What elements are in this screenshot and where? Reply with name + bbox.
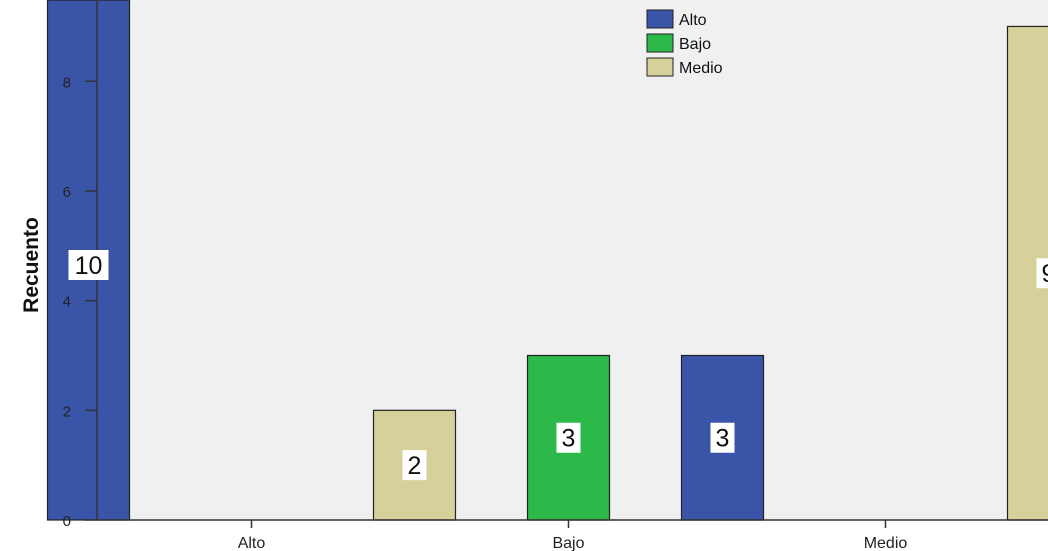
y-tick-label: 4 [63, 294, 71, 311]
y-tick-label: 6 [63, 184, 71, 201]
legend-swatch-medio [646, 57, 674, 77]
y-tick-label: 0 [63, 513, 71, 530]
data-labels-group: 10 2 3 3 9 [68, 250, 1048, 481]
data-label-box [402, 450, 427, 481]
data-label: 3 [562, 425, 576, 453]
legend-label-bajo: Bajo [679, 36, 711, 53]
y-tick-label: 2 [63, 403, 71, 420]
y-tick-label: 8 [63, 74, 71, 91]
data-label-box [710, 422, 735, 453]
x-tick-label: Medio [864, 535, 908, 551]
x-tick-label: Bajo [552, 535, 584, 551]
data-label-box [1036, 258, 1048, 289]
axes-group: 0 2 4 6 8 Alto Bajo Medio [63, 0, 1048, 551]
legend: Alto Bajo Medio [646, 9, 723, 77]
data-label-box [556, 422, 581, 453]
data-label: 9 [1042, 260, 1048, 288]
data-label: 3 [716, 425, 730, 453]
x-tick-label: Alto [238, 535, 266, 551]
data-label: 2 [408, 452, 422, 480]
y-axis-title: Recuento [20, 217, 43, 313]
legend-swatch-bajo [646, 33, 674, 53]
legend-swatch-alto [646, 9, 674, 29]
data-label-box [68, 250, 109, 280]
data-label: 10 [75, 252, 103, 280]
legend-label-alto: Alto [679, 12, 707, 29]
legend-label-medio: Medio [679, 60, 723, 77]
